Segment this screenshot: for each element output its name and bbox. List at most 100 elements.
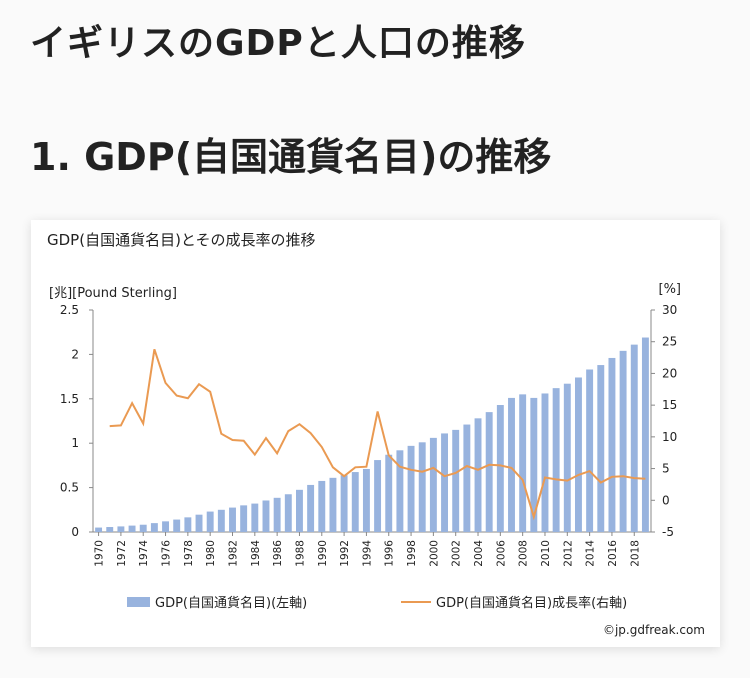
gdp-bar — [307, 484, 315, 532]
left-y-ticks: 0 0.5 1 1.5 2 2.5 — [60, 303, 93, 539]
x-tick-label: 1970 — [94, 540, 106, 567]
x-tick-label: 1978 — [183, 540, 195, 567]
x-tick-label: 1980 — [205, 540, 217, 567]
left-tick-label: 1.5 — [60, 392, 79, 406]
x-ticks: 1970 1972 1974 1976 1978 1980 1982 1984 1986 1988… — [94, 532, 641, 567]
gdp-bar — [117, 526, 125, 532]
left-tick-label: 2.5 — [60, 303, 79, 317]
line-series — [109, 348, 646, 521]
gdp-bar — [150, 523, 158, 532]
credit: ©jp.gdfreak.com — [603, 623, 705, 637]
x-tick-label: 1992 — [339, 540, 351, 567]
x-tick-label: 2014 — [585, 540, 597, 567]
gdp-bar — [452, 429, 460, 532]
gdp-bar — [485, 412, 493, 532]
left-tick-label: 2 — [71, 347, 79, 361]
right-tick-label: 20 — [662, 366, 677, 380]
x-tick-label: 2006 — [495, 540, 507, 567]
gdp-bar — [340, 475, 348, 532]
x-tick-label: 1988 — [294, 540, 306, 567]
left-tick-label: 0 — [71, 525, 79, 539]
gdp-bar — [552, 388, 560, 532]
right-axis-unit: [%] — [659, 282, 682, 297]
gdp-bar — [474, 418, 482, 532]
right-tick-label: 25 — [662, 335, 677, 349]
gdp-bar — [630, 344, 638, 532]
gdp-bar — [441, 433, 448, 532]
right-tick-label: 30 — [662, 303, 677, 317]
page-heading: イギリスのGDPと人口の推移 — [30, 23, 526, 64]
gdp-bar — [128, 525, 136, 532]
gdp-bar — [296, 489, 303, 532]
left-axis-unit: [兆][Pound Sterling] — [49, 286, 177, 301]
x-tick-label: 2012 — [562, 540, 574, 567]
chart-title: GDP(自国通貨名目)とその成長率の推移 — [47, 231, 315, 249]
legend: GDP(自国通貨名目)(左軸) GDP(自国通貨名目)成長率(右軸) — [127, 595, 627, 611]
gdp-bar — [519, 394, 527, 532]
gdp-bar — [262, 500, 270, 532]
gdp-bar — [195, 514, 203, 532]
right-tick-label: 5 — [662, 462, 670, 476]
gdp-bar — [541, 393, 549, 532]
gdp-bar — [95, 527, 103, 532]
gdp-bar — [284, 494, 292, 532]
gdp-bar — [563, 383, 571, 532]
x-tick-label: 1990 — [317, 540, 329, 567]
gdp-bar — [641, 337, 649, 532]
growth-rate-line — [109, 348, 646, 521]
x-tick-label: 1996 — [384, 540, 396, 567]
x-tick-label: 1984 — [250, 540, 262, 567]
gdp-bar — [396, 450, 404, 532]
x-tick-label: 2018 — [629, 540, 641, 567]
gdp-bar — [508, 397, 515, 532]
gdp-bar — [463, 424, 471, 532]
right-tick-label: 0 — [662, 493, 670, 507]
legend-line-label: GDP(自国通貨名目)成長率(右軸) — [436, 595, 627, 611]
gdp-bar — [351, 472, 359, 532]
x-tick-label: 2016 — [607, 540, 619, 567]
x-tick-label: 1972 — [116, 540, 128, 567]
right-tick-label: 10 — [662, 430, 677, 444]
x-tick-label: 2010 — [540, 540, 552, 567]
gdp-bar — [418, 442, 426, 532]
gdp-bar — [429, 437, 437, 532]
gdp-bar — [608, 357, 616, 532]
x-tick-label: 2002 — [451, 540, 463, 567]
gdp-bar — [329, 477, 337, 532]
gdp-bar — [106, 527, 114, 532]
legend-bar-label: GDP(自国通貨名目)(左軸) — [155, 595, 307, 611]
gdp-bar — [496, 405, 504, 532]
chart-card: GDP(自国通貨名目)とその成長率の推移 [兆][Pound Sterling]… — [31, 220, 720, 647]
x-tick-label: 2000 — [428, 540, 440, 567]
bar-series — [95, 337, 649, 532]
gdp-bar — [597, 365, 605, 532]
x-tick-label: 1986 — [272, 540, 284, 567]
x-tick-label: 1982 — [228, 540, 240, 567]
gdp-bar — [273, 497, 281, 532]
gdp-bar — [229, 507, 236, 532]
gdp-bar — [206, 511, 214, 532]
gdp-bar — [619, 350, 627, 532]
gdp-bar — [318, 480, 326, 532]
left-tick-label: 1 — [71, 436, 79, 450]
right-tick-label: 15 — [662, 398, 677, 412]
gdp-chart: GDP(自国通貨名目)とその成長率の推移 [兆][Pound Sterling]… — [47, 231, 705, 637]
section-heading: 1. GDP(自国通貨名目)の推移 — [30, 135, 552, 179]
gdp-bar — [586, 369, 594, 532]
x-tick-label: 1976 — [161, 540, 173, 567]
gdp-bar — [530, 397, 538, 532]
gdp-bar — [139, 524, 147, 532]
gdp-bar — [575, 377, 582, 532]
legend-bar-swatch — [127, 597, 150, 607]
x-tick-label: 2004 — [473, 540, 485, 567]
x-tick-label: 1994 — [361, 540, 373, 567]
gdp-bar — [184, 517, 192, 532]
gdp-bar — [374, 460, 382, 532]
right-tick-label: -5 — [662, 525, 674, 539]
gdp-bar — [251, 503, 259, 532]
gdp-bar — [240, 505, 248, 532]
x-tick-label: 1974 — [138, 540, 150, 567]
left-tick-label: 0.5 — [60, 481, 79, 495]
right-y-ticks: -5 0 5 10 15 20 25 30 — [651, 303, 677, 539]
gdp-bar — [162, 521, 169, 532]
